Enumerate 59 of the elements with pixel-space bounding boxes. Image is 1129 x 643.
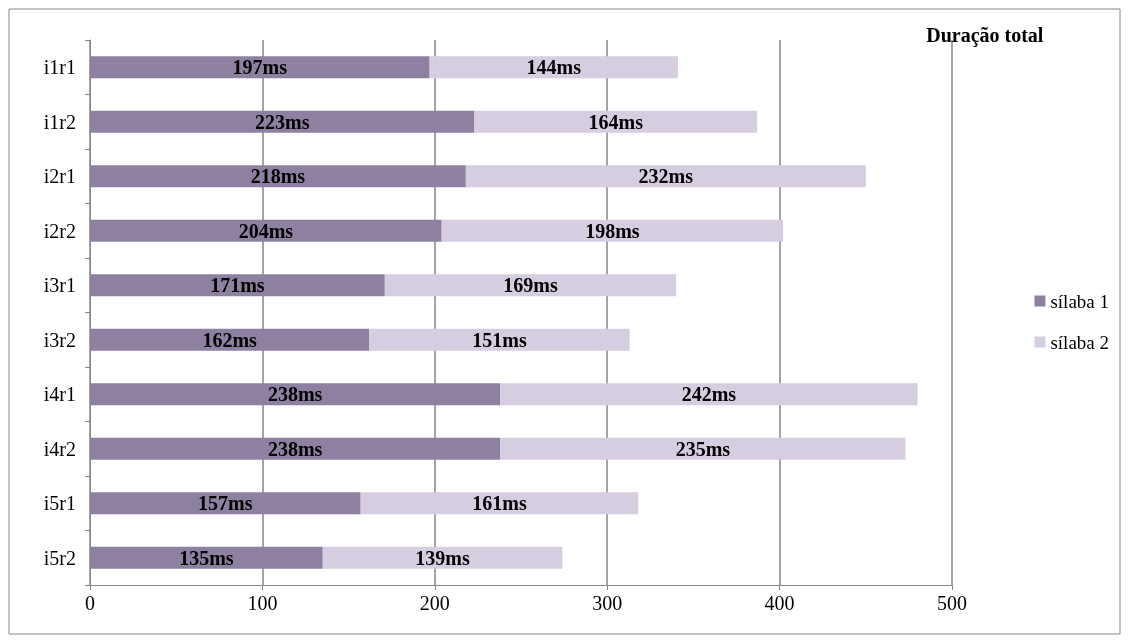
y-tick-label: i5r2 [43, 546, 76, 569]
x-tick-label: 0 [85, 592, 95, 614]
x-tick-label: 500 [937, 592, 967, 614]
data-label: 238ms [267, 437, 323, 460]
bar [441, 219, 784, 242]
bar [90, 165, 466, 188]
y-tick-label: i4r1 [43, 383, 76, 406]
data-label: 164ms [588, 110, 644, 133]
legend-label: sílaba 1 [1050, 290, 1110, 312]
x-tick-label: 200 [419, 592, 450, 614]
y-tick-label: i2r2 [43, 219, 76, 242]
y-tick-label: i2r1 [43, 165, 76, 188]
data-label: 139ms [415, 546, 470, 569]
data-label: 204ms [238, 219, 294, 242]
bar [90, 56, 430, 79]
data-label: 171ms [210, 274, 265, 297]
legend-title: Duração total [926, 24, 1044, 47]
bar [90, 110, 475, 133]
x-tick-label: 400 [764, 592, 795, 614]
bar [90, 219, 442, 242]
bar [90, 383, 501, 406]
data-label: 162ms [202, 328, 258, 351]
data-label: 238ms [267, 383, 323, 406]
data-label: 198ms [585, 219, 640, 242]
data-label: 197ms [232, 56, 288, 79]
data-label: 235ms [675, 437, 731, 460]
bar [90, 274, 385, 297]
data-label: 135ms [179, 546, 234, 569]
data-label: 157ms [198, 492, 253, 515]
data-label: 161ms [472, 492, 527, 515]
bar [474, 110, 758, 133]
data-label: 144ms [526, 56, 582, 79]
bar [360, 492, 639, 515]
data-label: 232ms [638, 165, 694, 188]
data-label: 223ms [255, 110, 310, 133]
y-tick-label: i4r2 [43, 437, 76, 460]
bar [90, 437, 501, 460]
bar [384, 274, 677, 297]
data-label: 151ms [472, 328, 527, 351]
bar [500, 437, 906, 460]
y-tick-label: i3r1 [43, 274, 76, 297]
legend-label: sílaba 2 [1050, 331, 1110, 353]
bar [500, 383, 918, 406]
data-label: 242ms [681, 383, 737, 406]
x-tick-label: 300 [592, 592, 623, 614]
y-tick-label: i1r2 [43, 110, 76, 133]
bar [369, 328, 630, 351]
data-label: 218ms [250, 165, 306, 188]
y-tick-label: i1r1 [43, 56, 76, 79]
y-tick-label: i5r1 [43, 492, 76, 515]
bar [322, 546, 563, 569]
y-tick-label: i3r2 [43, 328, 76, 351]
bar [90, 546, 323, 569]
data-label: 169ms [503, 274, 558, 297]
bar [429, 56, 678, 79]
bar [90, 328, 370, 351]
bar [465, 165, 866, 188]
x-tick-label: 100 [247, 592, 278, 614]
bar [90, 492, 361, 515]
